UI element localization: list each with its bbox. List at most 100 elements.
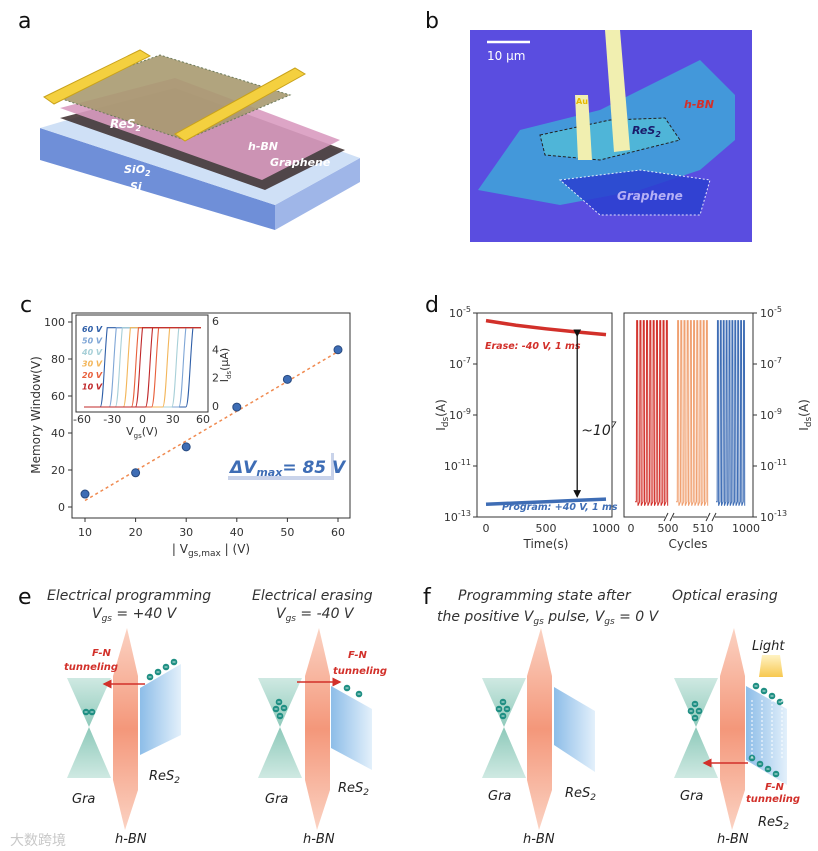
x-axis-label: | Vgs,max | (V) <box>172 542 250 559</box>
y-tick-label: 60 <box>51 390 65 403</box>
x-tick-label: 500 <box>536 522 557 535</box>
data-point <box>80 489 90 499</box>
x-tick-label: 1000 <box>732 522 760 535</box>
tick-base: 10 <box>760 358 774 371</box>
axis-break-mark <box>711 512 717 522</box>
e-left-gra: Gra <box>72 792 95 807</box>
f-left-gra: Gra <box>488 789 511 804</box>
text-part: (V) <box>142 425 158 438</box>
label-si: Si <box>130 180 142 193</box>
e-right-res2: ReS2 <box>338 781 369 798</box>
res2-band <box>140 664 181 755</box>
hysteresis-curve-10v <box>84 327 201 408</box>
e-left-vgs: Vgs = +40 V <box>92 606 178 624</box>
legend-entry: 60 V <box>82 325 103 334</box>
graphene-dirac-cone <box>67 678 111 778</box>
subscript: ds <box>225 371 233 379</box>
legend-entry: 30 V <box>82 360 103 369</box>
x-tick-label: 10 <box>78 526 92 539</box>
hbn-barrier <box>305 628 330 830</box>
label-graphene: Graphene <box>270 156 331 169</box>
y-tick-label: 2 <box>212 372 219 385</box>
legend-entry: 40 V <box>81 348 103 357</box>
tick-base: 10 <box>444 511 458 524</box>
electrode-2 <box>605 30 630 152</box>
e-right-tunneling: tunneling <box>333 666 387 677</box>
x-tick-label: -30 <box>103 413 121 426</box>
x-tick-label: 0 <box>139 413 146 426</box>
tick-label: 10-11 <box>760 458 787 473</box>
axis-break-mark <box>705 512 711 522</box>
erase-state-line <box>485 318 607 337</box>
f-left-title-line2: the positive Vgs pulse, Vgs = 0 V <box>437 609 660 627</box>
res2-band <box>554 687 595 772</box>
tick-exponent: -13 <box>458 509 471 518</box>
tick-base: 10 <box>760 409 774 422</box>
f-left-res2: ReS2 <box>565 786 596 803</box>
tick-label: 10-5 <box>449 305 471 320</box>
cycle-trace-510-1000 <box>716 320 746 506</box>
tick-label: 10-7 <box>449 356 471 371</box>
subscript: gs <box>134 432 142 440</box>
tick-label: 10-11 <box>444 458 471 473</box>
y-tick-label: 80 <box>51 353 65 366</box>
e-right-fn: F-N <box>348 650 367 661</box>
gold-electrode-1 <box>43 49 152 105</box>
panel-letter-f: f <box>423 585 432 610</box>
x-axis-label: Cycles <box>668 537 707 551</box>
tick-label: 10-5 <box>760 305 782 320</box>
text-part: | (V) <box>221 542 250 556</box>
graphene-dirac-cone <box>258 678 302 778</box>
e-left-hbn: h-BN <box>115 832 147 847</box>
hbn-barrier <box>113 628 138 830</box>
annotation-shadow <box>228 476 334 480</box>
label-sio2: SiO2 <box>124 163 151 178</box>
axis-break-mark <box>669 512 675 522</box>
e-right-title: Electrical erasing <box>252 588 373 604</box>
legend-entry: 10 V <box>82 383 103 392</box>
text-part: (A) <box>434 399 448 417</box>
subscript: gs,max <box>188 549 222 559</box>
x-tick-label: 60 <box>331 526 345 539</box>
label-hbn: h-BN <box>248 140 278 153</box>
y-tick-label: 20 <box>51 464 65 477</box>
tick-base: 10 <box>449 358 463 371</box>
y-tick-label: 100 <box>44 316 65 329</box>
cycle-trace-500-510 <box>676 320 709 506</box>
data-point <box>232 402 242 412</box>
axis-break <box>707 513 715 521</box>
f-right-hbn: h-BN <box>717 832 749 847</box>
axis-break <box>665 513 673 521</box>
panel-letter-e: e <box>18 585 32 610</box>
y-tick-label: 40 <box>51 427 65 440</box>
gold-electrode-2 <box>174 67 306 142</box>
band-diagram-programming <box>67 628 181 830</box>
label-res2: ReS2 <box>632 124 661 139</box>
linear-fit-line <box>84 350 339 502</box>
erase-label: Erase: -40 V, 1 ms <box>485 341 581 352</box>
e-left-tunneling: tunneling <box>64 662 118 673</box>
tick-exponent: -5 <box>463 305 471 314</box>
data-point <box>333 345 343 355</box>
program-state-line <box>485 497 607 506</box>
tick-base: 10 <box>444 460 458 473</box>
legend-entry: 20 V <box>82 371 103 380</box>
e-left-fn: F-N <box>92 648 111 659</box>
panel-letter-a: a <box>18 9 31 34</box>
y-axis-label: Ids(A) <box>434 399 451 431</box>
si-front-face <box>40 128 275 230</box>
y-axis-label: Memory Window(V) <box>29 356 43 474</box>
e-left-title: Electrical programming <box>47 588 211 604</box>
program-label: Program: +40 V, 1 ms <box>502 502 618 513</box>
res2-flake <box>539 117 681 161</box>
subscript: ds <box>441 417 451 428</box>
graphene-dirac-cone <box>482 678 526 778</box>
cycle-trace-0-500 <box>635 320 669 506</box>
f-right-title: Optical erasing <box>672 588 778 604</box>
tick-exponent: -9 <box>463 407 471 416</box>
panel-a: a ReS2 h-BN Graphene SiO2 Si <box>18 9 360 230</box>
